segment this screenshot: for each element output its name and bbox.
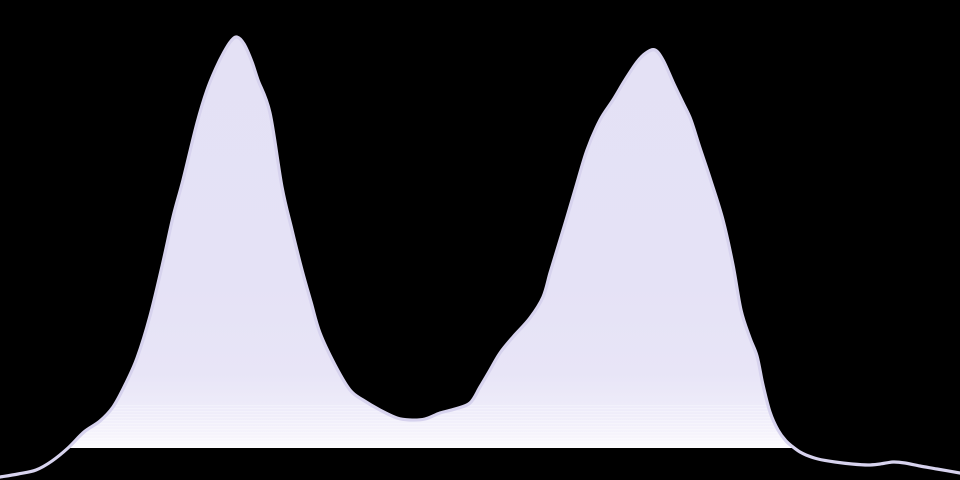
dither-band-overlay: [68, 404, 793, 448]
density-curve-line: [0, 35, 960, 479]
density-area-fill: [68, 36, 793, 448]
